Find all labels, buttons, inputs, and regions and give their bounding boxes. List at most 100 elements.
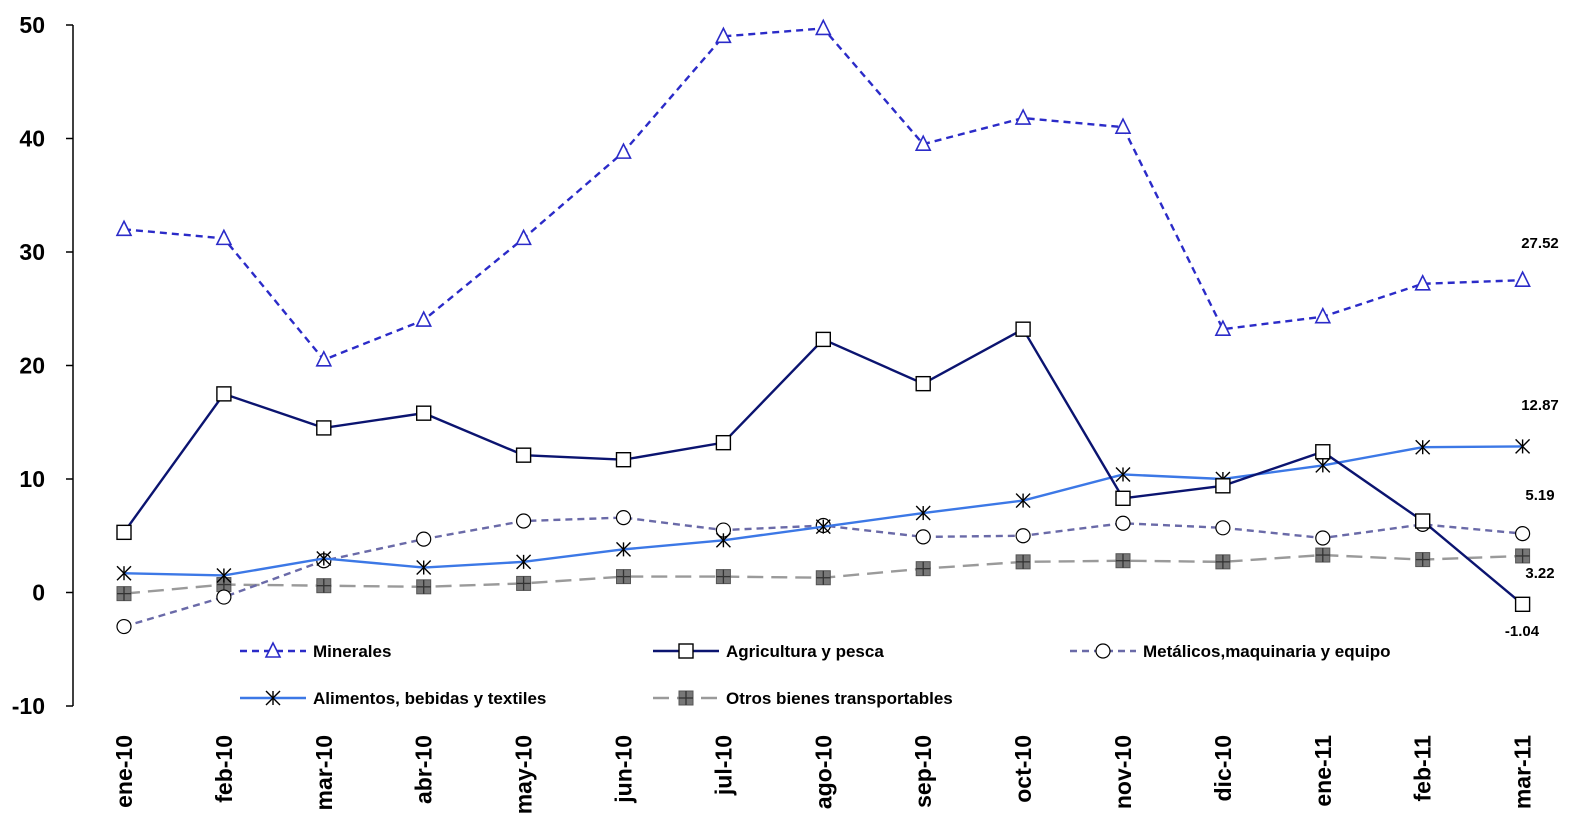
square-marker — [416, 405, 432, 421]
triangle-marker — [1514, 270, 1531, 287]
series-layer: 27.52 -1.04 5.19 12.87 3.22 — [115, 18, 1559, 640]
data-point — [1315, 530, 1331, 546]
data-point — [1315, 444, 1331, 460]
data-point — [915, 505, 931, 521]
data-point — [1114, 117, 1132, 134]
data-point — [264, 641, 282, 658]
end-value-label: 12.87 — [1521, 397, 1559, 414]
circle-marker — [1315, 530, 1331, 546]
y-tick-label: 20 — [19, 353, 45, 379]
data-point — [1514, 525, 1531, 542]
data-point — [615, 142, 632, 159]
data-point — [715, 569, 731, 585]
data-point — [1515, 438, 1531, 454]
data-point — [216, 567, 232, 583]
data-point — [316, 420, 332, 436]
square-marker — [515, 447, 532, 463]
data-point — [416, 405, 432, 421]
data-point — [1215, 520, 1231, 536]
x-tick-label: sep-10 — [910, 735, 936, 808]
square-marker — [216, 386, 232, 402]
square-marker — [815, 331, 831, 348]
data-point — [116, 565, 132, 581]
x-tick-label: feb-11 — [1410, 735, 1436, 802]
data-point — [116, 586, 132, 602]
data-point — [415, 310, 432, 327]
end-value-label: 27.52 — [1521, 235, 1559, 252]
circle-marker — [515, 513, 532, 529]
square-marker — [116, 524, 132, 541]
data-point — [1115, 515, 1131, 531]
triangle-marker — [115, 219, 133, 237]
series-otros-bienes-transportables — [116, 547, 1531, 602]
square-marker — [1215, 478, 1231, 494]
x-tick-label: ene-10 — [111, 735, 137, 808]
circle-marker — [615, 509, 632, 526]
legend-item: Alimentos, bebidas y textiles — [240, 689, 546, 708]
x-tick-label: jun-10 — [611, 735, 637, 804]
data-point — [1514, 596, 1531, 613]
circle-marker — [116, 618, 132, 635]
circle-marker — [1115, 515, 1131, 531]
legend-item: Agricultura y pesca — [653, 642, 884, 661]
x-tick-label: oct-10 — [1010, 735, 1036, 803]
x-tick-label: nov-10 — [1110, 735, 1136, 809]
data-point — [1015, 321, 1031, 337]
triangle-marker — [1114, 117, 1132, 134]
x-tick-label: abr-10 — [411, 735, 437, 804]
x-tick-label: mar-11 — [1510, 735, 1536, 809]
triangle-marker — [1414, 273, 1431, 291]
circle-marker — [1095, 643, 1111, 659]
x-tick-label: feb-10 — [211, 735, 237, 803]
y-tick-label: 50 — [19, 12, 45, 38]
y-tick-label: 0 — [32, 580, 45, 606]
data-point — [1015, 528, 1031, 544]
data-point — [416, 579, 432, 595]
y-tick-label: -10 — [12, 693, 45, 719]
triangle-marker — [914, 134, 932, 151]
data-point — [1095, 643, 1111, 659]
triangle-marker — [1214, 319, 1232, 336]
triangle-marker — [615, 142, 632, 159]
data-point — [915, 561, 931, 577]
square-marker — [715, 434, 732, 451]
data-point — [815, 570, 831, 586]
data-point — [1115, 466, 1131, 482]
y-tick-label: 40 — [19, 126, 45, 152]
data-point — [1215, 478, 1231, 494]
data-point — [216, 577, 232, 593]
legend-label: Metálicos,maquinaria y equipo — [1143, 642, 1391, 661]
legend-box — [215, 628, 1442, 722]
data-point — [1215, 554, 1231, 570]
data-point — [1115, 553, 1131, 569]
legend-label: Agricultura y pesca — [726, 642, 884, 661]
data-point — [1514, 270, 1531, 287]
data-point — [1414, 273, 1431, 291]
data-point — [316, 550, 332, 566]
data-point — [815, 331, 831, 348]
data-point — [515, 447, 532, 463]
data-point — [1315, 457, 1331, 473]
x-tick-label: dic-10 — [1210, 735, 1236, 801]
data-point — [115, 219, 133, 237]
data-point — [1015, 554, 1031, 570]
triangle-marker — [1314, 306, 1332, 324]
data-point — [215, 228, 233, 246]
end-value-label: -1.04 — [1505, 623, 1540, 640]
legend-item: Metálicos,maquinaria y equipo — [1070, 642, 1391, 661]
square-marker — [615, 452, 632, 468]
data-point — [815, 18, 832, 36]
data-point — [416, 531, 432, 547]
square-marker — [316, 420, 332, 436]
triangle-marker — [515, 228, 532, 246]
legend-label: Minerales — [313, 642, 391, 661]
square-marker — [915, 375, 931, 392]
legend-label: Alimentos, bebidas y textiles — [313, 689, 546, 708]
legend-item: Minerales — [240, 641, 391, 661]
square-marker — [678, 643, 694, 659]
data-point — [216, 589, 232, 605]
data-point — [516, 575, 532, 591]
y-tick-label: 30 — [19, 239, 45, 265]
circle-marker — [1514, 525, 1531, 542]
data-point — [1415, 439, 1431, 455]
